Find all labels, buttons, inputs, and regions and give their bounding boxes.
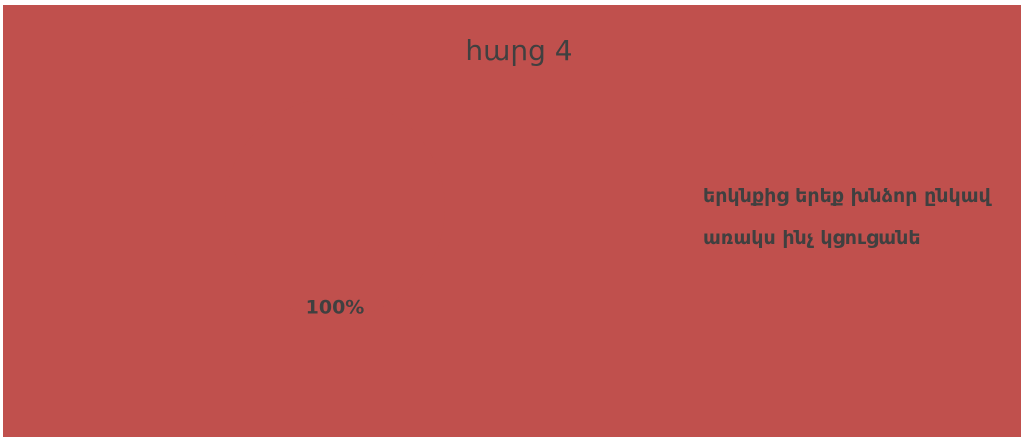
pie-slice: [224, 98, 446, 318]
data-label: 100%: [306, 297, 365, 319]
chart-title: հարց 4: [465, 34, 572, 67]
legend-entry: առակս ինչ կցուցանե: [703, 227, 921, 249]
legend-entry: երկնքից երեք խնձոր ընկավ: [703, 185, 991, 207]
legend: երկնքից երեք խնձոր ընկավ առակս ինչ կցուցա…: [703, 184, 1003, 268]
background: [3, 5, 1021, 437]
